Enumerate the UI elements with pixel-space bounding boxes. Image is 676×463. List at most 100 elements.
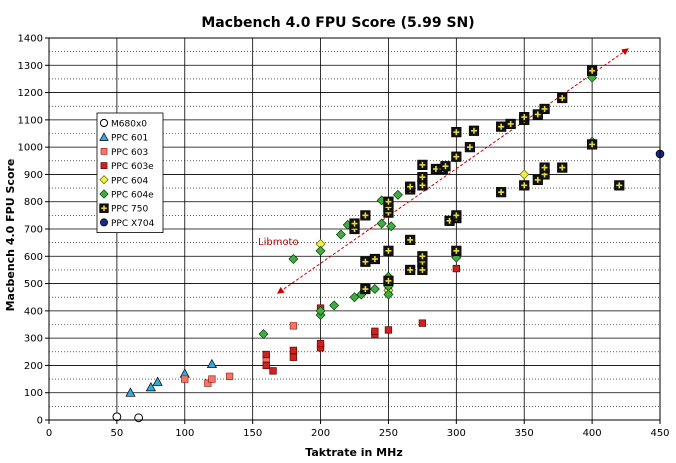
data-point	[417, 172, 428, 183]
x-tick-label: 50	[111, 428, 124, 439]
marker-shape	[289, 322, 298, 330]
legend-marker	[99, 175, 109, 185]
marker-shape	[208, 375, 216, 383]
x-tick-label: 100	[175, 428, 194, 439]
data-point	[258, 329, 269, 340]
data-point	[329, 300, 340, 311]
legend-label: PPC 601	[111, 134, 148, 144]
chart-title: Macbench 4.0 FPU Score (5.99 SN)	[201, 15, 474, 31]
legend-marker	[100, 218, 108, 227]
x-tick-label: 300	[447, 428, 466, 439]
data-point	[418, 319, 427, 327]
legend-label: M680x0	[111, 120, 147, 130]
marker-shape	[329, 300, 340, 311]
marker-shape	[452, 264, 460, 273]
x-tick-label: 450	[650, 428, 669, 439]
legend-label: PPC 603e	[111, 162, 154, 172]
marker-shape	[181, 375, 189, 383]
data-point	[532, 109, 543, 120]
marker-shape	[262, 350, 270, 359]
legend-marker	[100, 148, 108, 155]
data-point	[152, 376, 163, 386]
marker-shape	[315, 305, 326, 316]
data-point	[181, 375, 189, 383]
data-point	[208, 375, 216, 383]
data-point	[384, 326, 393, 334]
x-tick-label: 0	[46, 428, 52, 439]
data-point	[206, 358, 218, 369]
data-point	[557, 162, 568, 173]
data-point	[269, 367, 277, 375]
data-point	[496, 121, 507, 132]
y-tick-label: 200	[24, 361, 43, 372]
marker-shape	[335, 229, 346, 240]
marker-shape	[386, 221, 397, 232]
data-point	[383, 196, 394, 207]
data-point	[360, 283, 371, 295]
marker-shape	[418, 319, 427, 327]
y-tick-label: 700	[24, 225, 43, 236]
data-point	[405, 181, 416, 192]
marker-shape	[112, 412, 122, 422]
y-tick-label: 1200	[18, 88, 43, 99]
y-tick-label: 1100	[18, 115, 43, 126]
legend-marker	[99, 189, 109, 199]
y-tick-label: 300	[24, 334, 43, 345]
data-point	[451, 245, 462, 256]
data-point	[440, 161, 451, 172]
data-point	[451, 210, 462, 221]
data-points	[112, 65, 665, 423]
data-point	[496, 187, 507, 198]
data-point	[505, 118, 516, 130]
data-point	[262, 361, 270, 370]
marker-shape	[262, 361, 270, 370]
y-tick-label: 600	[24, 252, 43, 263]
data-point	[335, 229, 346, 240]
marker-shape	[145, 382, 156, 392]
legend-label: PPC 750	[111, 205, 148, 215]
x-tick-label: 350	[515, 428, 534, 439]
data-point	[468, 125, 480, 136]
data-point	[376, 218, 387, 229]
data-point	[316, 339, 325, 348]
data-point	[451, 151, 462, 162]
marker-shape	[152, 376, 163, 386]
data-point	[134, 413, 144, 423]
annotation-label: Libmoto	[258, 237, 299, 248]
data-point	[614, 180, 625, 191]
y-axis-title: Macbench 4.0 FPU Score	[4, 159, 17, 312]
marker-shape	[289, 353, 298, 361]
legend-label: PPC 604e	[111, 191, 154, 201]
marker-shape	[99, 118, 109, 128]
marker-shape	[99, 132, 109, 141]
legend-label: PPC 604	[111, 176, 148, 186]
y-tick-label: 1300	[18, 61, 43, 72]
data-point	[288, 254, 299, 265]
marker-shape	[288, 254, 299, 265]
legend-marker	[99, 118, 109, 128]
data-point	[125, 387, 136, 397]
data-point	[369, 284, 380, 295]
data-point	[204, 379, 212, 387]
data-point	[417, 264, 428, 276]
data-point	[405, 234, 416, 246]
y-tick-label: 800	[24, 197, 43, 208]
marker-shape	[206, 358, 218, 369]
data-point	[519, 180, 530, 191]
marker-shape	[316, 339, 325, 348]
y-tick-label: 400	[24, 306, 43, 317]
marker-shape	[100, 148, 108, 155]
x-tick-label: 250	[379, 428, 398, 439]
marker-shape	[289, 346, 298, 355]
x-tick-label: 150	[243, 428, 262, 439]
data-point	[349, 292, 360, 303]
data-point	[452, 264, 460, 273]
data-point	[315, 305, 326, 316]
marker-shape	[383, 289, 394, 300]
y-tick-label: 1000	[18, 143, 43, 154]
data-point	[112, 412, 122, 422]
data-point	[539, 103, 550, 115]
data-point	[392, 189, 403, 200]
